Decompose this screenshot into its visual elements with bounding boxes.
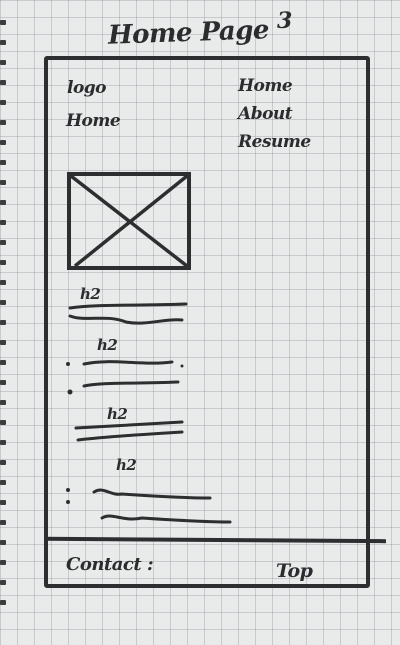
back-to-top-link[interactable]: Top: [276, 560, 313, 582]
image-placeholder-icon: [67, 172, 191, 270]
section-heading: h2: [97, 336, 118, 354]
page-number: 3: [277, 8, 292, 34]
section-heading: h2: [80, 285, 101, 303]
nav-item-resume[interactable]: Resume: [238, 132, 311, 152]
logo[interactable]: logo: [67, 78, 107, 98]
nav-item-home[interactable]: Home: [238, 76, 293, 96]
nav-item-about[interactable]: About: [238, 104, 293, 124]
notebook-spiral: [0, 0, 8, 645]
wireframe-frame: [44, 56, 370, 588]
page-title: Home Page: [107, 15, 270, 51]
text-scribble: [68, 302, 188, 325]
contact-label[interactable]: Contact :: [66, 554, 154, 575]
text-scribble: [74, 420, 184, 442]
text-scribble: [66, 488, 232, 524]
section-heading: h2: [116, 456, 137, 474]
text-scribble: [66, 360, 184, 395]
section-heading: h2: [107, 405, 128, 423]
main-nav: Home About Resume: [238, 72, 311, 156]
home-link-left[interactable]: Home: [66, 111, 121, 131]
